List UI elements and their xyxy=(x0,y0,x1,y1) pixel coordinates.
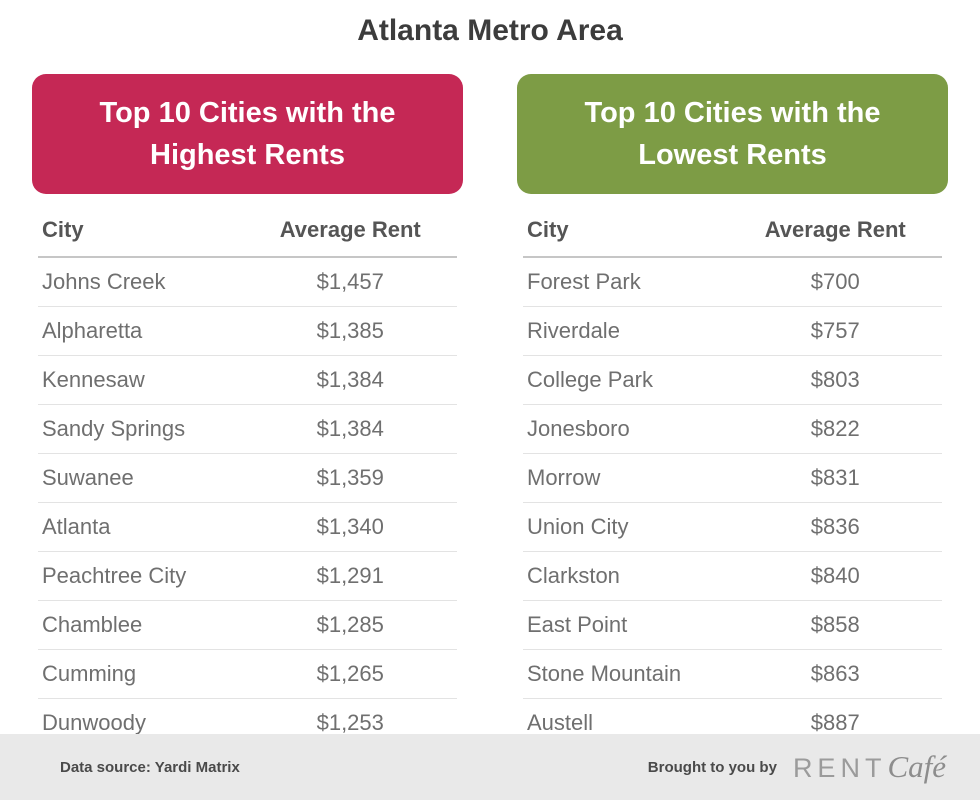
city-cell: Cumming xyxy=(42,661,137,687)
rent-cell: $1,285 xyxy=(316,612,384,638)
table-row: Jonesboro $822 xyxy=(523,405,942,455)
column-header-city: City xyxy=(42,217,84,243)
data-source: Data source: Yardi Matrix xyxy=(60,758,240,776)
rent-cell: $1,359 xyxy=(316,465,384,491)
rent-cell: $1,384 xyxy=(316,416,384,442)
column-header-rent: Average Rent xyxy=(279,217,421,243)
column-header-rent: Average Rent xyxy=(764,217,906,243)
city-cell: Austell xyxy=(527,710,594,736)
city-cell: Riverdale xyxy=(527,318,620,344)
table-row: Morrow $831 xyxy=(523,454,942,504)
table-row: Cumming $1,265 xyxy=(38,650,457,700)
table-row: Union City $836 xyxy=(523,503,942,553)
highest-rents-table: City Average Rent Johns Creek $1,457 Alp… xyxy=(38,204,457,749)
table-row: East Point $858 xyxy=(523,601,942,651)
column-header-city: City xyxy=(527,217,569,243)
highest-rents-heading-line1: Top 10 Cities with the xyxy=(99,97,396,129)
footer-right: Brought to you by RENT Café xyxy=(648,749,946,785)
rent-cell: $831 xyxy=(810,465,860,491)
table-row: Stone Mountain $863 xyxy=(523,650,942,700)
table-row: Alpharetta $1,385 xyxy=(38,307,457,357)
city-cell: Alpharetta xyxy=(42,318,143,344)
rentcafe-logo-cafe: Café xyxy=(887,749,946,784)
page-title: Atlanta Metro Area xyxy=(357,14,623,47)
city-cell: Sandy Springs xyxy=(42,416,186,442)
table-row: Sandy Springs $1,384 xyxy=(38,405,457,455)
rent-cell: $803 xyxy=(810,367,860,393)
panels-container: Top 10 Cities with the Highest Rents Cit… xyxy=(0,74,980,749)
table-row: Kennesaw $1,384 xyxy=(38,356,457,406)
city-cell: Union City xyxy=(527,514,629,540)
city-cell: Kennesaw xyxy=(42,367,145,393)
city-cell: Chamblee xyxy=(42,612,143,638)
footer: Data source: Yardi Matrix Brought to you… xyxy=(0,734,980,800)
rent-cell: $1,384 xyxy=(316,367,384,393)
table-row: Forest Park $700 xyxy=(523,258,942,308)
rent-cell: $836 xyxy=(810,514,860,540)
table-row: Peachtree City $1,291 xyxy=(38,552,457,602)
city-cell: Atlanta xyxy=(42,514,111,540)
lowest-rents-header: Top 10 Cities with the Lowest Rents xyxy=(517,74,948,195)
table-row: Johns Creek $1,457 xyxy=(38,258,457,308)
city-cell: Suwanee xyxy=(42,465,134,491)
rent-cell: $863 xyxy=(810,661,860,687)
rent-cell: $700 xyxy=(810,269,860,295)
city-cell: Forest Park xyxy=(527,269,641,295)
table-header-row: City Average Rent xyxy=(38,204,457,259)
rent-cell: $1,253 xyxy=(316,710,384,736)
table-header-row: City Average Rent xyxy=(523,204,942,259)
rentcafe-logo: RENT Café xyxy=(793,749,946,785)
rentcafe-logo-rent: RENT xyxy=(792,753,887,783)
rent-cell: $1,457 xyxy=(316,269,384,295)
city-cell: East Point xyxy=(527,612,628,638)
brought-to-you-by: Brought to you by xyxy=(647,758,777,776)
rent-cell: $822 xyxy=(810,416,860,442)
table-row: College Park $803 xyxy=(523,356,942,406)
rent-cell: $840 xyxy=(810,563,860,589)
city-cell: Dunwoody xyxy=(42,710,146,736)
lowest-rents-heading-line2: Lowest Rents xyxy=(638,139,827,172)
highest-rents-header: Top 10 Cities with the Highest Rents xyxy=(32,74,463,195)
rent-cell: $858 xyxy=(810,612,860,638)
city-cell: Peachtree City xyxy=(42,563,187,589)
rent-cell: $887 xyxy=(810,710,860,736)
table-row: Chamblee $1,285 xyxy=(38,601,457,651)
rent-cell: $757 xyxy=(810,318,860,344)
rent-cell: $1,340 xyxy=(316,514,384,540)
city-cell: Stone Mountain xyxy=(527,661,682,687)
city-cell: Johns Creek xyxy=(42,269,166,295)
city-cell: College Park xyxy=(527,367,653,393)
table-row: Dunwoody $1,253 xyxy=(38,699,457,749)
highest-rents-heading-line2: Highest Rents xyxy=(150,139,345,172)
rent-cell: $1,385 xyxy=(316,318,384,344)
lowest-rents-table: City Average Rent Forest Park $700 River… xyxy=(523,204,942,749)
city-cell: Jonesboro xyxy=(527,416,630,442)
table-row: Atlanta $1,340 xyxy=(38,503,457,553)
city-cell: Clarkston xyxy=(527,563,620,589)
table-row: Riverdale $757 xyxy=(523,307,942,357)
highest-rents-panel: Top 10 Cities with the Highest Rents Cit… xyxy=(32,74,463,749)
lowest-rents-panel: Top 10 Cities with the Lowest Rents City… xyxy=(517,74,948,749)
lowest-rents-heading-line1: Top 10 Cities with the xyxy=(584,97,881,129)
table-row: Clarkston $840 xyxy=(523,552,942,602)
table-row: Suwanee $1,359 xyxy=(38,454,457,504)
rent-cell: $1,265 xyxy=(316,661,384,687)
rent-cell: $1,291 xyxy=(316,563,384,589)
city-cell: Morrow xyxy=(527,465,601,491)
